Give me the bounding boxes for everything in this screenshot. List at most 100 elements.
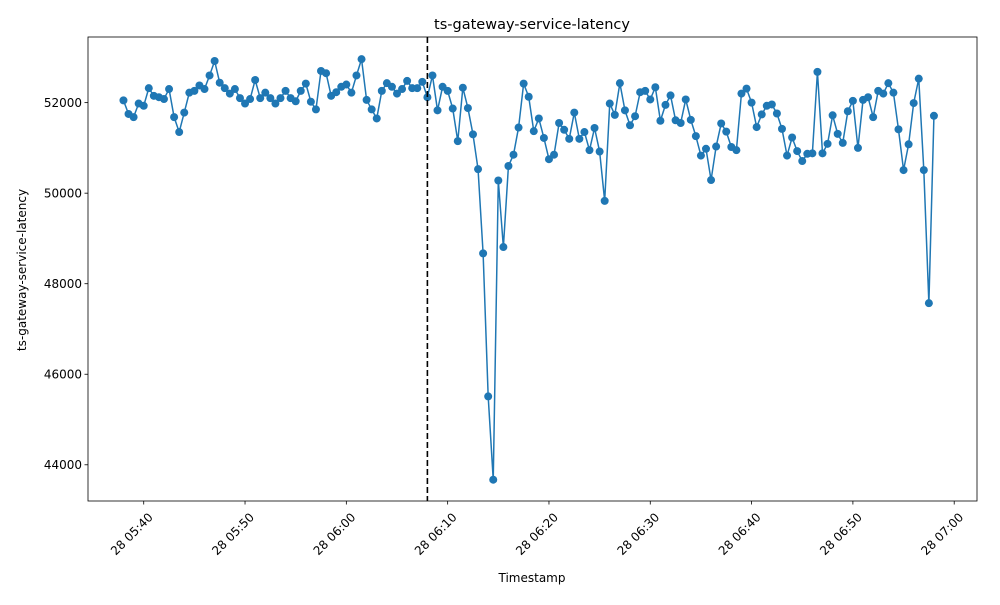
y-tick-label: 52000 bbox=[44, 96, 82, 110]
data-point bbox=[646, 95, 655, 104]
data-point bbox=[620, 106, 629, 115]
data-point bbox=[696, 151, 705, 160]
data-point bbox=[641, 86, 650, 95]
data-point bbox=[884, 79, 893, 88]
data-point bbox=[423, 93, 432, 102]
data-point bbox=[301, 79, 310, 88]
data-point bbox=[347, 88, 356, 97]
data-point bbox=[788, 133, 797, 142]
data-point bbox=[843, 107, 852, 116]
data-point bbox=[256, 94, 265, 103]
data-point bbox=[610, 110, 619, 119]
data-point bbox=[879, 89, 888, 98]
data-point bbox=[529, 127, 538, 136]
data-point bbox=[144, 84, 153, 93]
data-point bbox=[332, 88, 341, 97]
data-point bbox=[504, 162, 513, 171]
data-point bbox=[757, 110, 766, 119]
data-point bbox=[418, 77, 427, 86]
chart-title: ts-gateway-service-latency bbox=[434, 17, 630, 33]
data-point bbox=[661, 100, 670, 109]
data-point bbox=[651, 83, 660, 92]
data-point bbox=[869, 113, 878, 122]
data-point bbox=[722, 127, 731, 136]
data-point bbox=[575, 134, 584, 143]
data-point bbox=[129, 113, 138, 122]
data-point bbox=[864, 93, 873, 102]
data-point bbox=[904, 140, 913, 149]
data-point bbox=[894, 125, 903, 134]
data-point bbox=[215, 78, 224, 87]
data-point bbox=[291, 97, 300, 106]
data-point bbox=[499, 243, 508, 252]
data-point bbox=[514, 123, 523, 132]
data-point bbox=[732, 146, 741, 155]
data-point bbox=[119, 96, 128, 105]
data-point bbox=[701, 144, 710, 153]
data-point bbox=[296, 86, 305, 95]
data-point bbox=[550, 150, 559, 159]
data-point bbox=[615, 79, 624, 88]
data-point bbox=[793, 147, 802, 156]
y-tick-label: 46000 bbox=[44, 368, 82, 382]
data-point bbox=[322, 69, 331, 78]
data-point bbox=[747, 98, 756, 107]
data-point bbox=[357, 55, 366, 64]
data-point bbox=[519, 79, 528, 88]
data-point bbox=[929, 111, 938, 120]
data-point bbox=[534, 114, 543, 123]
data-point bbox=[600, 196, 609, 205]
data-point bbox=[403, 76, 412, 85]
data-point bbox=[261, 88, 270, 97]
data-point bbox=[458, 83, 467, 92]
data-point bbox=[342, 80, 351, 89]
data-point bbox=[281, 86, 290, 95]
data-point bbox=[818, 149, 827, 158]
data-point bbox=[139, 101, 148, 110]
data-point bbox=[428, 71, 437, 80]
data-point bbox=[159, 95, 168, 104]
data-point bbox=[484, 392, 493, 401]
data-point bbox=[362, 95, 371, 104]
data-point bbox=[560, 125, 569, 134]
data-point bbox=[808, 149, 817, 158]
data-point bbox=[828, 111, 837, 120]
data-point bbox=[190, 86, 199, 95]
data-point bbox=[909, 99, 918, 108]
data-point bbox=[235, 94, 244, 103]
y-axis-label: ts-gateway-service-latency bbox=[15, 189, 29, 351]
data-point bbox=[271, 99, 280, 108]
data-point bbox=[707, 176, 716, 185]
data-point bbox=[413, 84, 422, 93]
data-point bbox=[585, 146, 594, 155]
data-point bbox=[468, 130, 477, 139]
data-point bbox=[352, 71, 361, 80]
data-point bbox=[889, 88, 898, 97]
data-point bbox=[813, 67, 822, 76]
data-point bbox=[311, 105, 320, 114]
data-point bbox=[479, 249, 488, 258]
data-point bbox=[474, 165, 483, 174]
data-point bbox=[555, 119, 564, 128]
x-axis-label: Timestamp bbox=[498, 571, 566, 585]
axes-frame bbox=[87, 36, 978, 502]
data-point bbox=[580, 128, 589, 137]
data-point bbox=[777, 124, 786, 133]
data-point bbox=[848, 96, 857, 105]
data-point bbox=[686, 115, 695, 124]
data-point bbox=[666, 91, 675, 100]
data-point bbox=[170, 113, 179, 122]
data-point bbox=[165, 85, 174, 94]
data-point bbox=[205, 71, 214, 80]
data-point bbox=[681, 95, 690, 104]
data-point bbox=[509, 150, 518, 159]
y-tick-label: 48000 bbox=[44, 277, 82, 291]
data-point bbox=[924, 299, 933, 308]
data-point bbox=[767, 100, 776, 109]
data-point bbox=[306, 97, 315, 106]
data-point bbox=[175, 128, 184, 137]
data-point bbox=[914, 74, 923, 83]
data-point bbox=[656, 116, 665, 125]
